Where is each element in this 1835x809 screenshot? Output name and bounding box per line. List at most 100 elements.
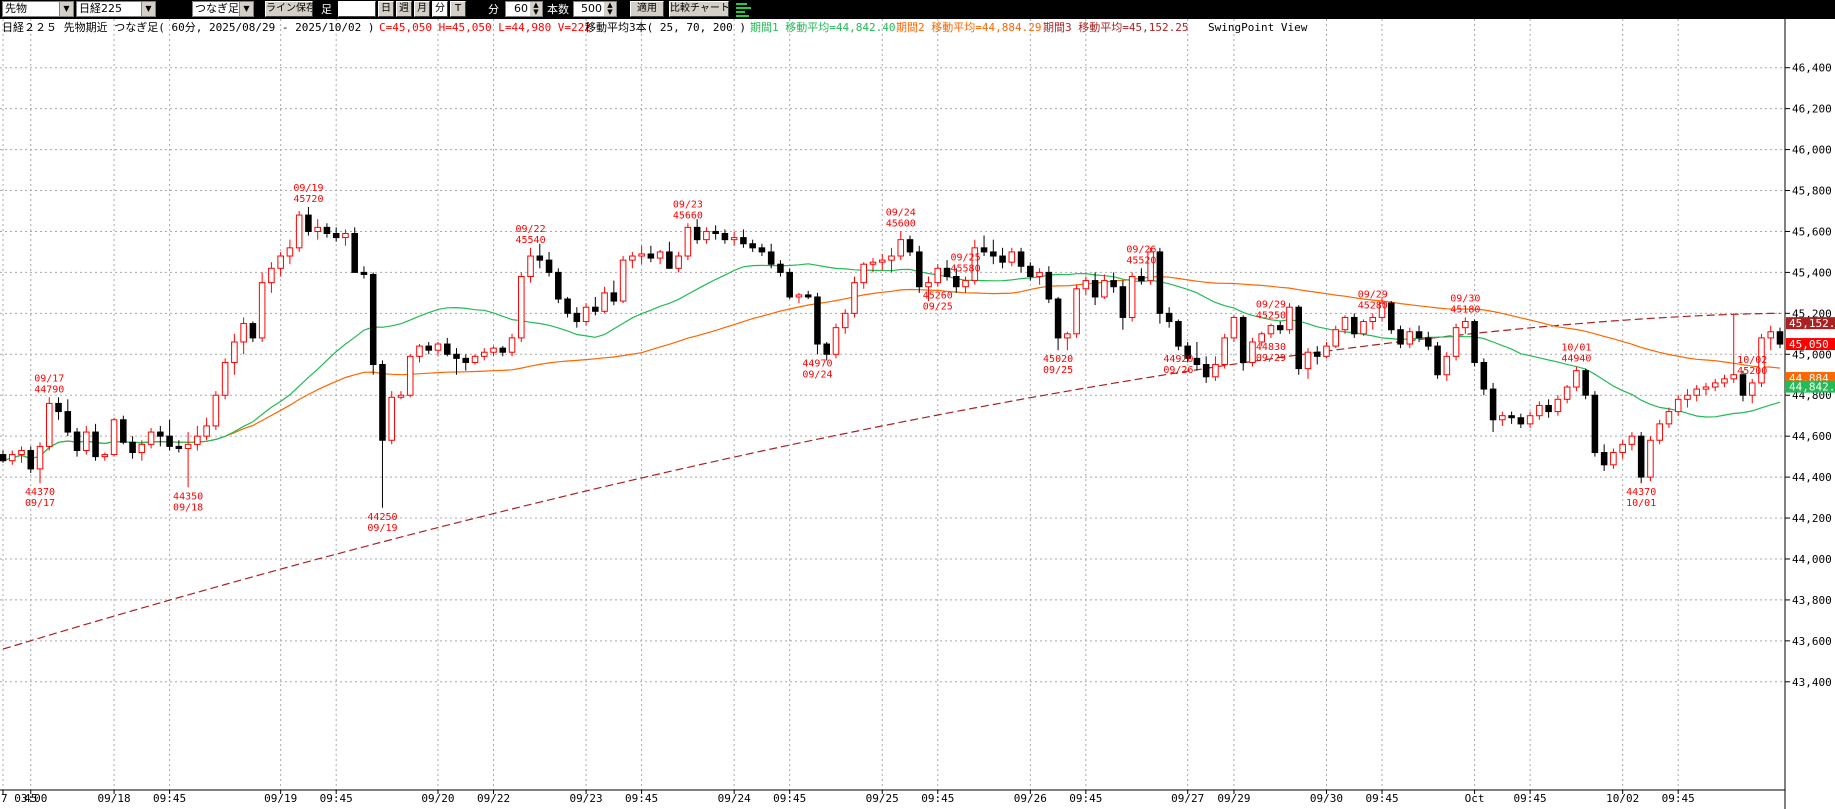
ma-tag-label: 45,152. bbox=[1789, 317, 1835, 330]
candle-body bbox=[1563, 386, 1571, 400]
y-tick-label: 44,000 bbox=[1792, 553, 1832, 566]
spin-icon[interactable]: ▲ ▼ bbox=[604, 2, 616, 16]
candle-body bbox=[1350, 316, 1358, 335]
candle-body bbox=[416, 345, 423, 357]
candle-body bbox=[8, 454, 16, 462]
candle-body bbox=[221, 361, 229, 396]
candle-body bbox=[888, 255, 895, 261]
candle-body bbox=[684, 226, 692, 257]
swing-price-label: 45520 bbox=[1126, 255, 1156, 266]
chart-type-select[interactable]: つなぎ足 ▼ bbox=[192, 1, 254, 17]
candle-body bbox=[258, 282, 266, 339]
chevron-down-icon: ▼ bbox=[239, 2, 253, 16]
ma2-polyline bbox=[2, 275, 1781, 462]
candle-body bbox=[712, 230, 719, 235]
candle-body bbox=[1415, 331, 1423, 339]
swing-price-label: 45260 bbox=[923, 291, 953, 302]
candle-body bbox=[1674, 398, 1682, 413]
candle-body bbox=[499, 347, 507, 353]
candle-body bbox=[1600, 452, 1608, 466]
bars-input[interactable]: 500 ▲ ▼ bbox=[573, 1, 617, 17]
candle-body bbox=[767, 251, 775, 265]
x-tick-label: 09/19 bbox=[264, 792, 297, 805]
candle-body bbox=[406, 355, 414, 396]
x-tick-label: 09/26 bbox=[1014, 792, 1047, 805]
candle-body bbox=[573, 312, 581, 323]
minute-input[interactable]: 60 ▲ ▼ bbox=[505, 1, 543, 17]
candle-body bbox=[314, 226, 321, 232]
period-minute-button[interactable]: 分 bbox=[432, 1, 448, 17]
candle-body bbox=[786, 271, 793, 298]
candle-body bbox=[1341, 316, 1349, 331]
grid bbox=[0, 19, 1785, 790]
chart-settings-icon[interactable] bbox=[735, 2, 753, 17]
y-tick-label: 45,800 bbox=[1792, 185, 1832, 198]
candle-body bbox=[1202, 364, 1210, 378]
candle-body bbox=[1462, 321, 1469, 329]
candle-body bbox=[1480, 361, 1488, 390]
candle-body bbox=[277, 255, 284, 269]
candle-body bbox=[1165, 312, 1173, 323]
candle-body bbox=[953, 275, 960, 288]
candle-body bbox=[1184, 345, 1191, 359]
candle-body bbox=[656, 251, 664, 259]
candle-body bbox=[823, 343, 830, 355]
ma1-polyline bbox=[2, 263, 1781, 462]
candle-body bbox=[1156, 251, 1164, 314]
period-month-button[interactable]: 月 bbox=[414, 1, 430, 17]
candle-body bbox=[962, 280, 969, 288]
y-tick-label: 45,000 bbox=[1792, 348, 1832, 361]
y-tick-label: 43,800 bbox=[1792, 594, 1832, 607]
candle-body bbox=[943, 267, 951, 277]
y-tick-label: 46,000 bbox=[1792, 144, 1832, 157]
x-tick-label: 09:45 bbox=[1514, 792, 1547, 805]
line-save-button[interactable]: ライン保存 bbox=[265, 1, 313, 17]
period-day-button[interactable]: 日 bbox=[378, 1, 394, 17]
y-tick-label: 44,200 bbox=[1792, 512, 1832, 525]
candle-body bbox=[1508, 415, 1515, 419]
candle-body bbox=[157, 431, 164, 437]
index-select-value: 日経225 bbox=[79, 2, 122, 15]
market-select[interactable]: 先物 ▼ bbox=[2, 1, 74, 17]
apply-button[interactable]: 適用 bbox=[630, 1, 664, 17]
swing-date-label: 10/02 bbox=[1737, 355, 1767, 366]
chart-type-select-value: つなぎ足 bbox=[195, 2, 239, 15]
candle-body bbox=[1711, 382, 1719, 388]
candle-body bbox=[1739, 374, 1747, 396]
candle-body bbox=[999, 255, 1006, 263]
candle-body bbox=[1054, 298, 1062, 339]
compare-chart-button[interactable]: 比較チャート bbox=[669, 1, 729, 17]
x-tick-label: 09/22 bbox=[477, 792, 510, 805]
x-tick-label: 09:45 bbox=[320, 792, 353, 805]
candle-body bbox=[138, 443, 146, 454]
x-tick-label: 09/29 bbox=[1217, 792, 1250, 805]
ma3-polyline bbox=[2, 312, 1781, 650]
swing-price-label: 45600 bbox=[886, 218, 916, 229]
custom-period-button[interactable] bbox=[338, 1, 376, 17]
candle-body bbox=[1637, 435, 1645, 478]
candles bbox=[0, 206, 1784, 508]
candlestick-chart[interactable]: 09/17447904437009/174435009/1809/1945720… bbox=[0, 19, 1835, 809]
candle-body bbox=[379, 364, 386, 441]
candle-body bbox=[184, 443, 192, 449]
candle-body bbox=[203, 425, 210, 437]
candle-body bbox=[1147, 251, 1154, 282]
spin-icon[interactable]: ▲ ▼ bbox=[530, 2, 542, 16]
candle-body bbox=[305, 214, 312, 232]
x-tick-label: 09:45 bbox=[921, 792, 954, 805]
candle-body bbox=[619, 259, 627, 302]
candle-body bbox=[536, 255, 544, 261]
period-tick-button[interactable]: T bbox=[450, 1, 466, 17]
period-week-button[interactable]: 週 bbox=[396, 1, 412, 17]
candle-body bbox=[592, 306, 599, 312]
index-select[interactable]: 日経225 ▼ bbox=[76, 1, 156, 17]
candle-body bbox=[582, 306, 590, 323]
candle-body bbox=[1212, 364, 1219, 378]
ma-title: 移動平均3本( 25, 70, 200 ) bbox=[585, 20, 746, 34]
candle-body bbox=[194, 435, 201, 445]
ma-tag-label: 45,050 bbox=[1789, 338, 1829, 351]
candle-body bbox=[286, 247, 294, 257]
candle-body bbox=[629, 255, 636, 261]
candle-body bbox=[841, 312, 849, 329]
candle-body bbox=[1119, 286, 1127, 318]
